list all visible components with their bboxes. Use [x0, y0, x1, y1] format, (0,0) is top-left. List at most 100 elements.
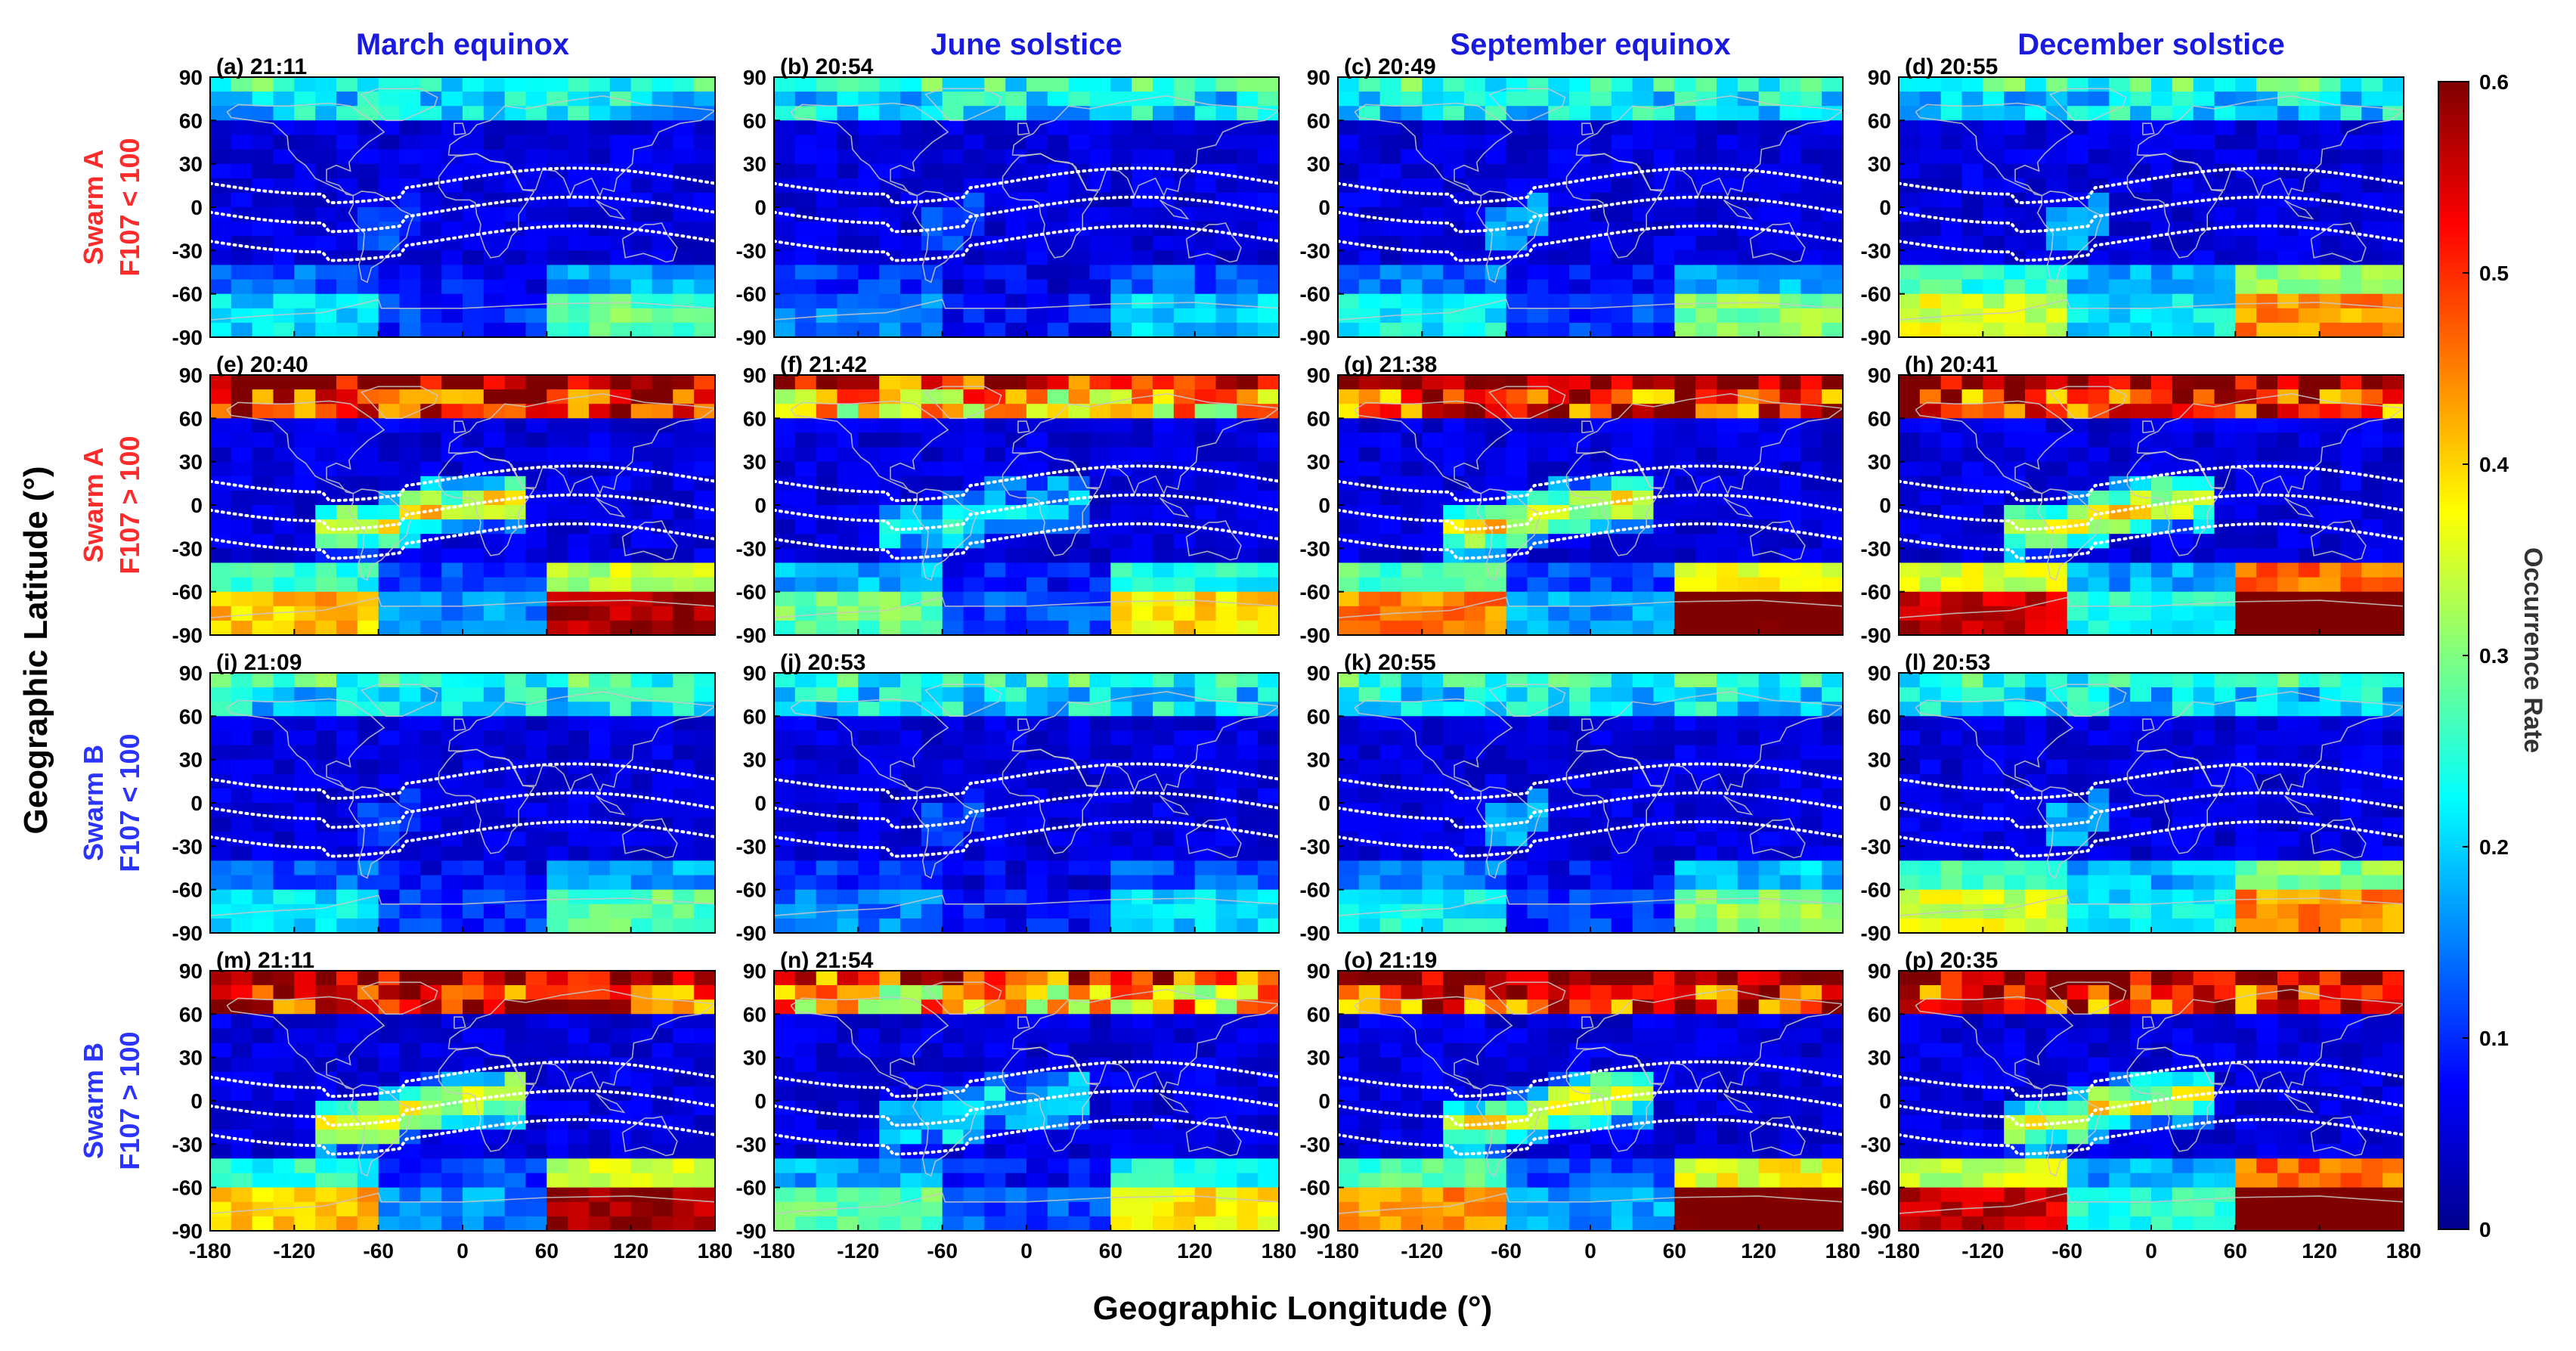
- heatmap-cell: [1089, 135, 1111, 150]
- heatmap-cell: [1153, 730, 1175, 746]
- heatmap-cell: [1132, 505, 1153, 520]
- heatmap-cell: [1237, 534, 1259, 549]
- heatmap-cell: [210, 562, 232, 578]
- heatmap-cell: [2277, 404, 2299, 419]
- heatmap-cell: [858, 279, 880, 295]
- heatmap-cell: [1258, 149, 1279, 165]
- heatmap-cell: [1695, 322, 1717, 337]
- heatmap-cell: [1737, 265, 1760, 280]
- heatmap-cell: [630, 860, 653, 876]
- heatmap-cell: [294, 404, 316, 419]
- heatmap-cell: [1569, 308, 1591, 324]
- heatmap-cell: [2193, 476, 2215, 491]
- heatmap-cell: [652, 745, 673, 761]
- heatmap-cell: [942, 875, 964, 891]
- heatmap-cell: [984, 817, 1006, 832]
- heatmap-cell: [1464, 548, 1486, 563]
- heatmap-cell: [1717, 135, 1738, 150]
- heatmap-cell: [1717, 322, 1738, 337]
- heatmap-cell: [1047, 673, 1070, 688]
- heatmap-cell: [1737, 322, 1760, 337]
- coastline: [1488, 88, 1566, 122]
- heatmap-cell: [1569, 418, 1591, 433]
- heatmap-cell: [2045, 120, 2068, 135]
- heatmap-cell: [900, 106, 922, 121]
- heatmap-cell: [2298, 461, 2321, 477]
- heatmap-cell: [231, 447, 253, 463]
- heatmap-cell: [1443, 106, 1465, 121]
- heatmap-cell: [2298, 620, 2321, 635]
- heatmap-cell: [630, 178, 653, 194]
- heatmap-cell: [1717, 250, 1738, 265]
- heatmap-cell: [858, 222, 880, 237]
- heatmap-cell: [525, 687, 547, 702]
- heatmap-cell: [504, 875, 527, 891]
- heatmap-cell: [2172, 308, 2194, 324]
- heatmap-cell: [1983, 490, 2005, 506]
- heatmap-cell: [2382, 447, 2404, 463]
- heatmap-cell: [2025, 207, 2047, 222]
- heatmap-cell: [609, 702, 632, 717]
- heatmap-cell: [210, 77, 232, 92]
- heatmap-cell: [1215, 178, 1237, 194]
- heatmap-cell: [2045, 279, 2068, 295]
- heatmap-cell: [463, 389, 485, 404]
- heatmap-cell: [2025, 404, 2047, 419]
- heatmap-cell: [1611, 759, 1633, 775]
- heatmap-cell: [1590, 265, 1612, 280]
- heatmap-cell: [2004, 418, 2026, 433]
- heatmap-cell: [1358, 120, 1381, 135]
- heatmap-cell: [2067, 106, 2089, 121]
- heatmap-cell: [879, 279, 901, 295]
- heatmap-cell: [1194, 207, 1217, 222]
- heatmap-cell: [774, 759, 796, 775]
- heatmap-cell: [483, 505, 506, 520]
- heatmap-cell: [273, 236, 295, 251]
- heatmap-cell: [1026, 803, 1048, 818]
- heatmap-cell: [921, 505, 943, 520]
- heatmap-cell: [1737, 490, 1760, 506]
- heatmap-cell: [2256, 404, 2278, 419]
- heatmap-cell: [252, 322, 274, 337]
- heatmap-cell: [837, 620, 859, 635]
- heatmap-cell: [942, 562, 964, 578]
- heatmap-cell: [1800, 673, 1822, 688]
- heatmap-cell: [1527, 577, 1549, 593]
- heatmap-cell: [1132, 447, 1153, 463]
- heatmap-cell: [1548, 702, 1570, 717]
- heatmap-cell: [2298, 534, 2321, 549]
- heatmap-cell: [589, 673, 611, 688]
- heatmap-cell: [2340, 178, 2362, 194]
- heatmap-cell: [1653, 375, 1675, 390]
- heatmap-cell: [794, 265, 817, 280]
- heatmap-cell: [378, 149, 401, 165]
- heatmap-cell: [231, 375, 253, 390]
- heatmap-cell: [1464, 490, 1486, 506]
- heatmap-cell: [1215, 389, 1237, 404]
- heatmap-cell: [942, 745, 964, 761]
- heatmap-cell: [2298, 591, 2321, 607]
- heatmap-cells: [1338, 375, 1843, 635]
- heatmap-cell: [1611, 490, 1633, 506]
- heatmap-cell: [1132, 716, 1153, 731]
- heatmap-cell: [357, 534, 379, 549]
- heatmap-cell: [837, 860, 859, 876]
- heatmap-cell: [837, 178, 859, 194]
- heatmap-cell: [1485, 77, 1507, 92]
- heatmap-cell: [837, 375, 859, 390]
- heatmap-cell: [1237, 222, 1259, 237]
- heatmap-cell: [1548, 149, 1570, 165]
- heatmap-cell: [1653, 432, 1675, 448]
- heatmap-cell: [963, 673, 985, 688]
- heatmap-cell: [984, 293, 1006, 309]
- heatmap-cell: [794, 222, 817, 237]
- heatmap-cell: [2382, 620, 2404, 635]
- heatmap-cell: [2277, 322, 2299, 337]
- heatmap-cell: [441, 490, 463, 506]
- heatmap-cell: [2025, 77, 2047, 92]
- heatmap-cell: [546, 77, 568, 92]
- heatmap-cell: [794, 375, 817, 390]
- heatmap-cell: [1047, 135, 1070, 150]
- heatmap-cell: [1110, 889, 1132, 905]
- heatmap-cell: [1674, 418, 1696, 433]
